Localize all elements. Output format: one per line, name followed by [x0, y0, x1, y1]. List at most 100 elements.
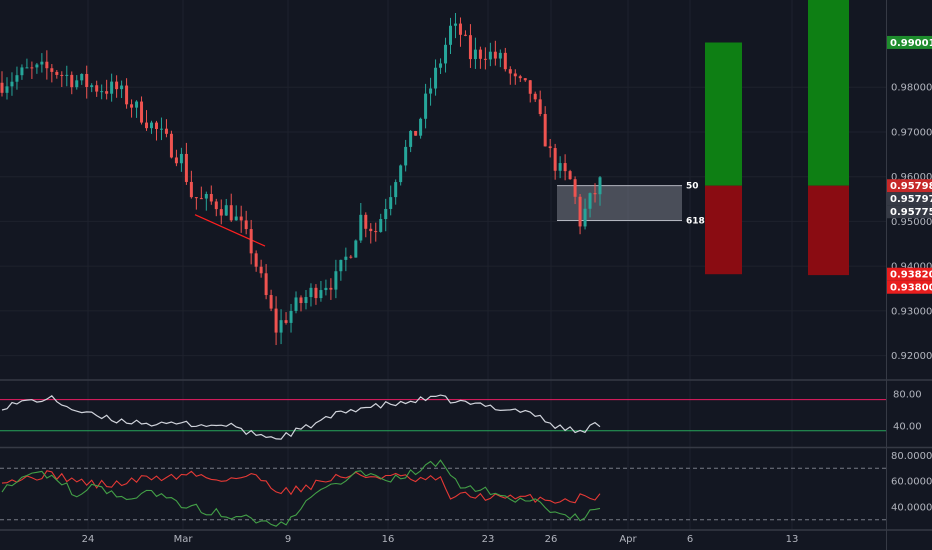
- candle-body: [394, 182, 398, 198]
- candle-body: [135, 101, 139, 108]
- candle-body: [5, 86, 9, 93]
- candle-body: [434, 67, 438, 89]
- y-tick-label: 0.93000: [891, 306, 932, 317]
- candle-body: [563, 163, 567, 172]
- candle-body: [314, 287, 318, 299]
- candle-body: [209, 193, 213, 202]
- candle-body: [498, 52, 502, 59]
- candle-body: [349, 256, 353, 258]
- price-label-badge: [887, 192, 932, 206]
- candle-body: [553, 148, 557, 171]
- candle-body: [409, 130, 413, 147]
- candle-body: [538, 99, 542, 115]
- fib-zone: [557, 185, 682, 221]
- price-label-text: 0.95775: [890, 207, 932, 218]
- candle-body: [145, 122, 149, 129]
- x-tick-label: 16: [382, 534, 395, 545]
- candle-body: [219, 209, 223, 216]
- candle-body: [583, 208, 587, 227]
- candle-body: [244, 220, 248, 230]
- candle-body: [503, 52, 507, 70]
- candle-body: [80, 73, 84, 81]
- candle-body: [20, 67, 24, 76]
- candle-body: [598, 177, 602, 195]
- candle-body: [40, 61, 44, 65]
- candle-body: [384, 208, 388, 220]
- price-label-badge: [887, 267, 932, 281]
- candle-body: [478, 49, 482, 59]
- price-label-text: 0.93820: [890, 270, 932, 281]
- candle-body: [169, 133, 173, 158]
- stoch-k-line: [1, 459, 601, 527]
- rsi-tick-label: 40.00: [893, 422, 922, 433]
- x-tick-label: 13: [786, 534, 799, 545]
- candle-body: [588, 193, 592, 209]
- candle-body: [75, 80, 79, 88]
- candle-body: [359, 214, 363, 241]
- candle-body: [95, 85, 99, 92]
- candle-body: [414, 130, 418, 136]
- candle-body: [424, 93, 428, 119]
- candle-body: [304, 297, 308, 304]
- price-label-badge: [887, 179, 932, 193]
- candle-body: [239, 216, 243, 221]
- candle-body: [60, 74, 64, 76]
- candle-body: [493, 51, 497, 59]
- candle-body: [374, 231, 378, 233]
- position-profit-zone: [808, 0, 849, 186]
- price-label-text: 0.95798: [890, 181, 932, 192]
- candle-body: [259, 266, 263, 274]
- candle-body: [523, 78, 527, 81]
- y-tick-label: 0.95000: [891, 217, 932, 228]
- position-loss-zone: [808, 185, 849, 276]
- candle-body: [194, 197, 198, 199]
- candle-body: [164, 128, 168, 134]
- candle-body: [324, 287, 328, 291]
- candle-body: [105, 91, 109, 94]
- candle-body: [55, 71, 59, 75]
- rsi-line: [1, 394, 601, 440]
- candle-body: [439, 63, 443, 68]
- candle-body: [533, 93, 537, 100]
- fib-level-618-label: 618: [686, 217, 705, 227]
- candle-body: [179, 153, 183, 164]
- candle-body: [30, 67, 34, 69]
- candle-body: [229, 205, 233, 221]
- candle-body: [184, 153, 188, 182]
- x-tick-label: 9: [285, 534, 291, 545]
- candle-body: [45, 61, 49, 69]
- candle-body: [528, 80, 532, 94]
- candle-body: [189, 181, 193, 198]
- price-label-text: 0.93800: [890, 283, 932, 294]
- candle-body: [284, 320, 288, 323]
- candle-body: [264, 273, 268, 296]
- candle-body: [488, 51, 492, 60]
- stoch-d-line: [1, 470, 601, 504]
- candle-body: [154, 122, 158, 129]
- candle-body: [174, 157, 178, 164]
- candle-body: [558, 163, 562, 171]
- candle-body: [463, 34, 467, 36]
- indicator-panes: [0, 394, 886, 527]
- candle-body: [70, 74, 74, 88]
- price-label-badge: [887, 280, 932, 294]
- candle-body: [159, 128, 163, 130]
- price-label-badge: [887, 205, 932, 219]
- candlestick-series: [0, 12, 602, 346]
- price-label-badge: [887, 35, 932, 49]
- candle-body: [130, 104, 134, 108]
- candle-body: [483, 58, 487, 60]
- candle-body: [294, 297, 298, 311]
- y-tick-label: 0.92000: [891, 351, 932, 362]
- x-tick-label: Apr: [619, 534, 637, 545]
- candle-body: [125, 85, 129, 105]
- candle-body: [35, 64, 39, 68]
- candle-body: [449, 25, 452, 45]
- candle-body: [204, 193, 208, 199]
- candle-body: [90, 85, 94, 88]
- candle-body: [199, 198, 203, 200]
